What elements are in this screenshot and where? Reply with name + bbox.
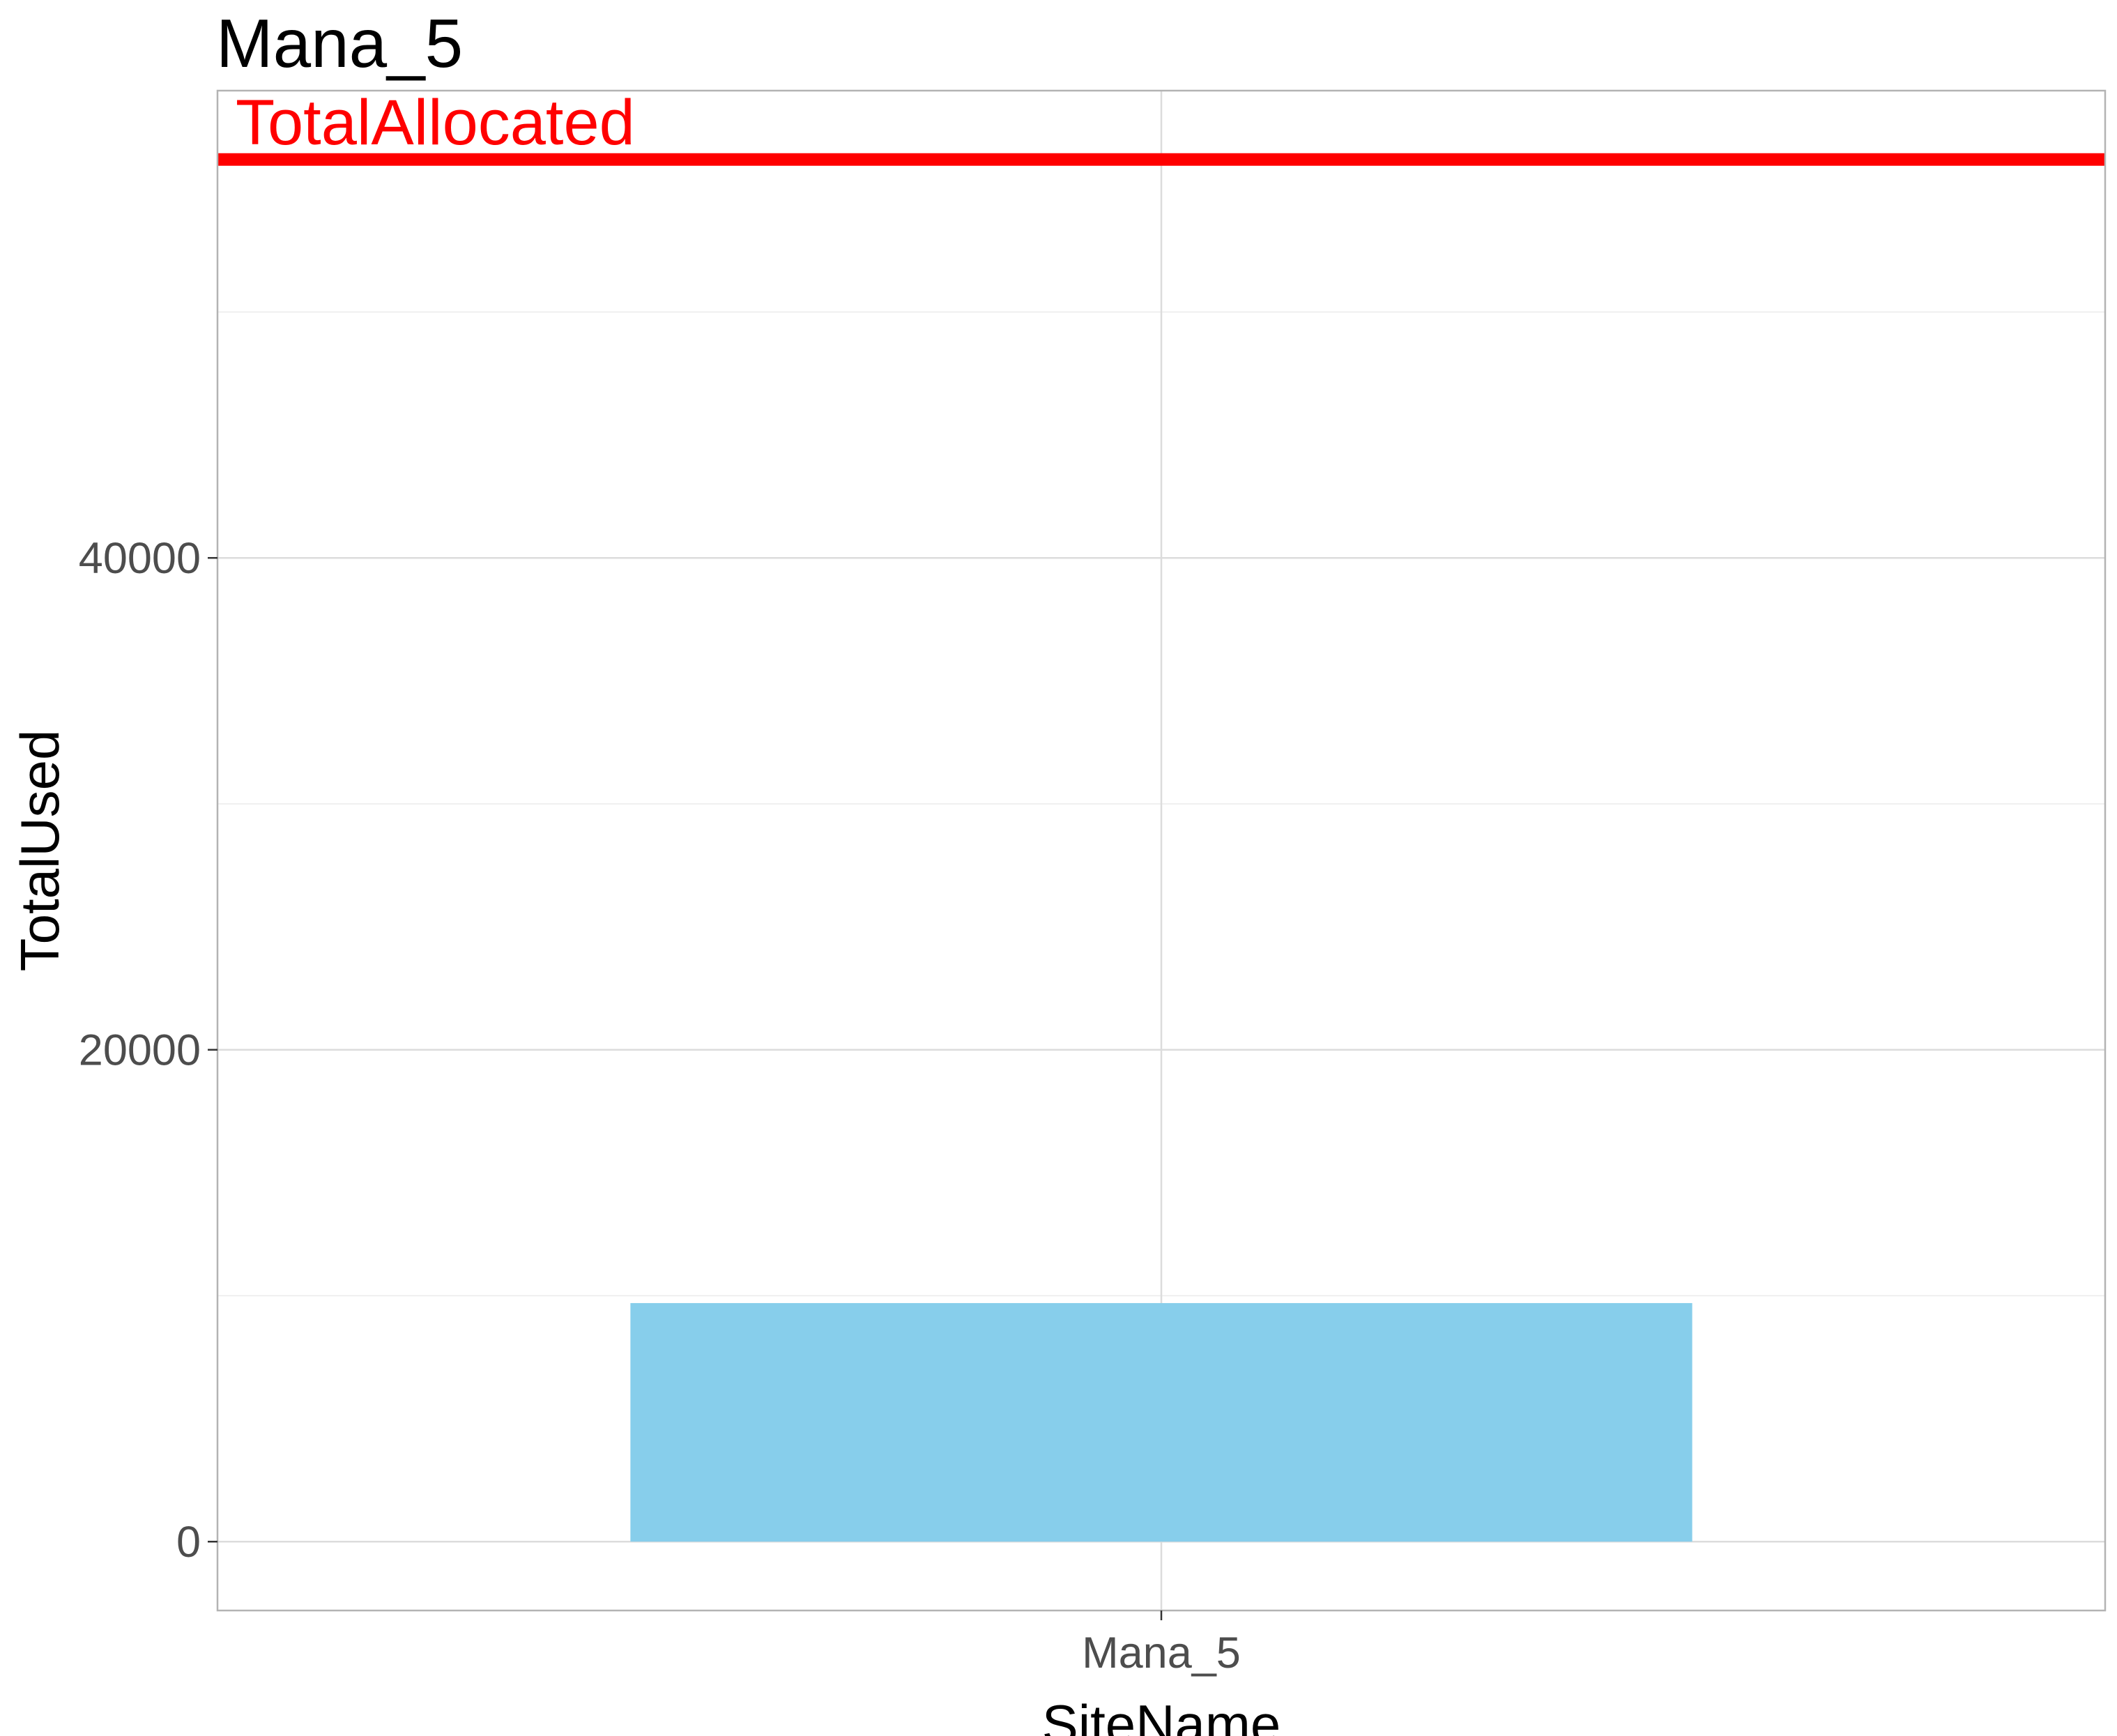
y-tick-label: 40000 [79,534,201,583]
y-tick-label: 20000 [79,1026,201,1075]
chart-title: Mana_5 [216,5,463,82]
ticks [208,556,1163,1620]
total-allocated-label: TotalAllocated [236,87,635,158]
bars [630,1303,1692,1542]
labels: 0 20000 40000 Mana_5 [79,534,1241,1677]
y-axis-title: TotalUsed [9,730,70,972]
bar-Mana_5 [630,1303,1692,1542]
x-axis-title: SiteName [1042,1693,1281,1736]
y-tick-label: 0 [176,1518,201,1567]
x-tick-label: Mana_5 [1082,1629,1241,1677]
reference-layer: TotalAllocated [217,87,2105,166]
